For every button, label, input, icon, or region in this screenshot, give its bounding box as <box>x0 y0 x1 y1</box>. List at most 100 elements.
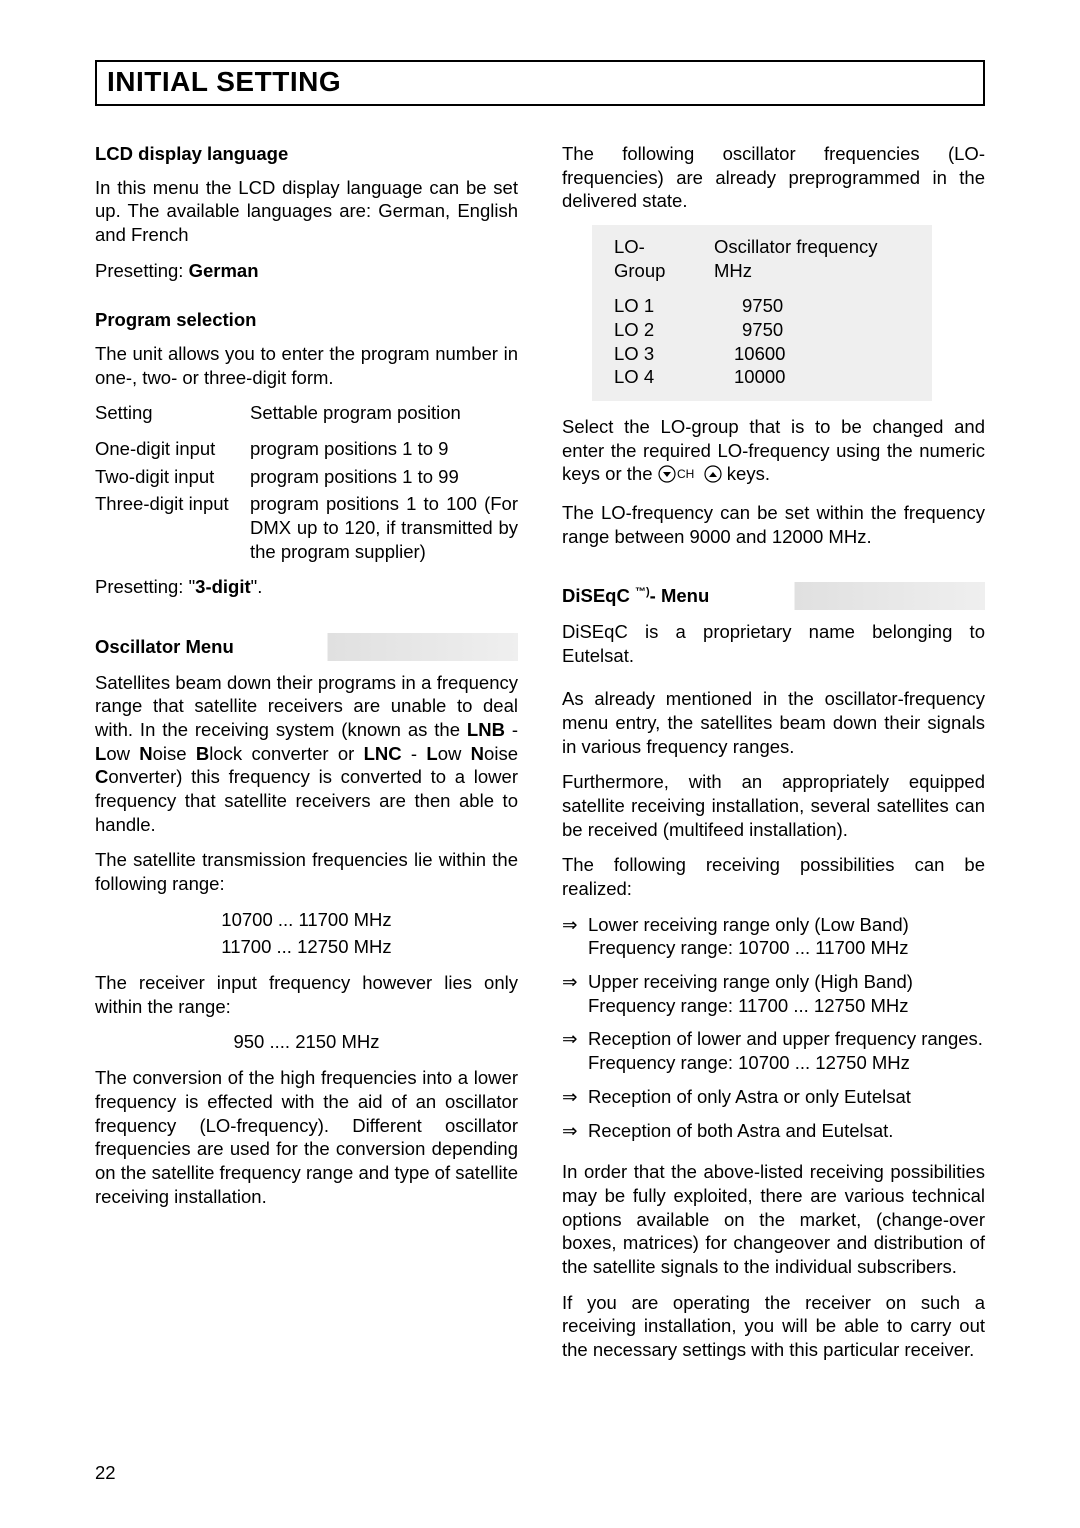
prog-preset-value: 3-digit <box>195 576 251 597</box>
diseqc-p6: If you are operating the receiver on suc… <box>562 1291 985 1362</box>
bullet-2b: Frequency range: 11700 ... 12750 MHz <box>588 994 985 1018</box>
prog-preset-label: Presetting: " <box>95 576 195 597</box>
bullet-5: ⇒ Reception of both Astra and Eutelsat. <box>562 1119 985 1143</box>
bullet-text: Reception of lower and upper frequency r… <box>588 1027 985 1074</box>
table-cell-group: LO 2 <box>614 318 714 342</box>
table-h2: Oscillator frequency MHz <box>714 235 910 282</box>
table-cell-value: 9750 <box>714 318 910 342</box>
up-key-icon <box>704 465 722 489</box>
osc-p1a: Satellites beam down their programs in a… <box>95 672 518 740</box>
right-range: The LO-frequency can be set within the f… <box>562 501 985 548</box>
bullet-3: ⇒ Reception of lower and upper frequency… <box>562 1027 985 1074</box>
osc-lock: lock converter or <box>209 743 363 764</box>
right-column: The following oscillator frequencies (LO… <box>562 142 985 1374</box>
table-cell-group: LO 4 <box>614 365 714 389</box>
table-row: LO 4 10000 <box>614 365 910 389</box>
osc-L1: L <box>95 743 106 764</box>
lcd-p1: In this menu the LCD display language ca… <box>95 176 518 247</box>
svg-text:CH: CH <box>677 467 694 481</box>
osc-N1: N <box>139 743 152 764</box>
diseqc-p1: DiSEqC is a proprietary name belonging t… <box>562 620 985 667</box>
bullet-1: ⇒ Lower receiving range only (Low Band) … <box>562 913 985 960</box>
prog-r1r: program positions 1 to 9 <box>250 437 518 461</box>
diseqc-heading: DiSEqC ™)- Menu <box>562 582 985 610</box>
bullet-5-text: Reception of both Astra and Eutelsat. <box>588 1119 985 1143</box>
diseqc-heading-b: - Menu <box>650 585 710 606</box>
right-sel1: Select the LO-group that is to be change… <box>562 416 985 484</box>
osc-L2: L <box>426 743 437 764</box>
osc-p1: Satellites beam down their programs in a… <box>95 671 518 837</box>
prog-preset: Presetting: "3-digit". <box>95 575 518 599</box>
prog-heading: Program selection <box>95 308 518 332</box>
right-intro: The following oscillator frequencies (LO… <box>562 142 985 213</box>
table-h2a: Oscillator frequency <box>714 236 877 257</box>
arrow-icon: ⇒ <box>562 1085 588 1109</box>
bullet-text: Lower receiving range only (Low Band) Fr… <box>588 913 985 960</box>
bullet-4: ⇒ Reception of only Astra or only Eutels… <box>562 1085 985 1109</box>
osc-p2: The satellite transmission frequencies l… <box>95 848 518 895</box>
prog-row3: Three-digit input program positions 1 to… <box>95 492 518 563</box>
prog-row1: One-digit input program positions 1 to 9 <box>95 437 518 461</box>
table-h1a: LO- <box>614 236 645 257</box>
bullet-4-text: Reception of only Astra or only Eutelsat <box>588 1085 985 1109</box>
table-row: LO 3 10600 <box>614 342 910 366</box>
osc-p4: The conversion of the high frequencies i… <box>95 1066 518 1208</box>
page-title: INITIAL SETTING <box>107 66 973 98</box>
prog-row2: Two-digit input program positions 1 to 9… <box>95 465 518 489</box>
page-number: 22 <box>95 1462 116 1484</box>
bullet-2: ⇒ Upper receiving range only (High Band)… <box>562 970 985 1017</box>
arrow-icon: ⇒ <box>562 1119 588 1143</box>
osc-f1: 10700 ... 11700 MHz <box>95 908 518 932</box>
bullet-1b: Frequency range: 10700 ... 11700 MHz <box>588 936 985 960</box>
lo-frequency-table: LO- Group Oscillator frequency MHz LO 1 … <box>592 225 932 401</box>
content-columns: LCD display language In this menu the LC… <box>95 142 985 1374</box>
bullet-3a: Reception of lower and upper frequency r… <box>588 1027 985 1051</box>
osc-f3: 950 .... 2150 MHz <box>95 1030 518 1054</box>
prog-r2r: program positions 1 to 99 <box>250 465 518 489</box>
osc-p3: The receiver input frequency however lie… <box>95 971 518 1018</box>
lcd-preset-label: Presetting: <box>95 260 189 281</box>
bullet-text: Upper receiving range only (High Band) F… <box>588 970 985 1017</box>
prog-setting-r: Settable program position <box>250 401 518 425</box>
prog-setting-l: Setting <box>95 401 250 425</box>
osc-lnb: LNB <box>467 719 505 740</box>
table-cell-value: 10600 <box>714 342 910 366</box>
diseqc-tm: ™) <box>635 586 650 598</box>
prog-r1l: One-digit input <box>95 437 250 461</box>
right-sel2: keys. <box>722 463 770 484</box>
table-cell-group: LO 1 <box>614 294 714 318</box>
osc-ow1: ow <box>106 743 139 764</box>
bullet-3b: Frequency range: 10700 ... 12750 MHz <box>588 1051 985 1075</box>
ch-label-icon: CH <box>677 465 703 489</box>
diseqc-p5: In order that the above-listed receiving… <box>562 1160 985 1278</box>
osc-onv: onverter) this frequency is converted to… <box>95 766 518 834</box>
diseqc-heading-a: DiSEqC <box>562 585 635 606</box>
page-title-box: INITIAL SETTING <box>95 60 985 106</box>
osc-lnc: LNC <box>364 743 402 764</box>
table-h1b: Group <box>614 260 665 281</box>
prog-r3r: program positions 1 to 100 (For DMX up t… <box>250 492 518 563</box>
prog-p1: The unit allows you to enter the program… <box>95 342 518 389</box>
prog-setting-header: Setting Settable program position <box>95 401 518 425</box>
table-row: LO 1 9750 <box>614 294 910 318</box>
prog-r3l: Three-digit input <box>95 492 250 563</box>
right-select: Select the LO-group that is to be change… <box>562 415 985 489</box>
diseqc-p3: Furthermore, with an appropriately equip… <box>562 770 985 841</box>
table-cell-group: LO 3 <box>614 342 714 366</box>
lcd-preset-value: German <box>189 260 259 281</box>
osc-heading: Oscillator Menu <box>95 633 518 661</box>
arrow-icon: ⇒ <box>562 913 588 960</box>
table-cell-value: 10000 <box>714 365 910 389</box>
osc-C: C <box>95 766 108 787</box>
lcd-preset: Presetting: German <box>95 259 518 283</box>
lcd-heading: LCD display language <box>95 142 518 166</box>
table-h2b: MHz <box>714 260 752 281</box>
arrow-icon: ⇒ <box>562 1027 588 1074</box>
bullet-2a: Upper receiving range only (High Band) <box>588 970 985 994</box>
osc-N2: N <box>471 743 484 764</box>
table-row: LO 2 9750 <box>614 318 910 342</box>
down-key-icon <box>658 465 676 489</box>
osc-ow2: ow <box>438 743 471 764</box>
table-cell-value: 9750 <box>714 294 910 318</box>
prog-r2l: Two-digit input <box>95 465 250 489</box>
